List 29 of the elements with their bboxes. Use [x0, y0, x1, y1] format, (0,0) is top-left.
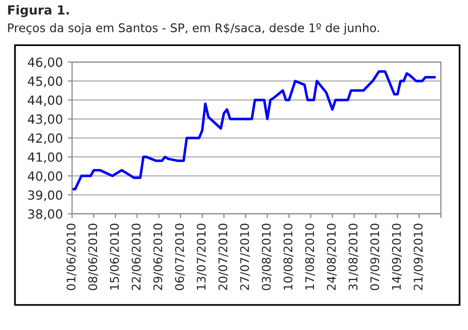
- y-tick-label: 41,00: [28, 152, 62, 164]
- x-tick-label: 21/09/2010: [414, 224, 424, 290]
- y-tick-label: 43,00: [28, 114, 62, 126]
- y-tick-label: 40,00: [28, 171, 62, 182]
- y-tick-label: 38,00: [28, 209, 62, 220]
- x-tick-label: 15/06/2010: [110, 224, 120, 290]
- x-tick-label: 14/09/2010: [392, 224, 402, 290]
- x-tick-label: 27/07/2010: [240, 224, 250, 290]
- x-tick-label: 29/06/2010: [153, 224, 164, 290]
- chart-subtitle: Preços da soja em Santos - SP, em R$/saca, desde 1º de junho.: [8, 23, 379, 35]
- x-tick-label: 24/08/2010: [326, 224, 337, 290]
- x-tick-label: 06/07/2010: [175, 224, 185, 290]
- line-series: [72, 70, 436, 190]
- y-tick-label: 45,00: [28, 76, 62, 88]
- x-tick-label: 08/06/2010: [88, 224, 98, 290]
- x-tick-label: 01/06/2010: [66, 224, 76, 290]
- y-tick-label: 42,00: [28, 133, 62, 144]
- y-tick-label: 44,00: [28, 95, 62, 106]
- x-tick-label: 07/09/2010: [370, 224, 380, 290]
- y-tick-label: 39,00: [28, 190, 62, 202]
- x-tick-label: 13/07/2010: [196, 224, 207, 290]
- y-tick-label: 46,00: [28, 58, 62, 68]
- x-tick-label: 10/08/2010: [284, 224, 294, 290]
- x-tick-label: 22/06/2010: [132, 224, 142, 290]
- x-tick-label: 20/07/2010: [218, 224, 228, 290]
- x-tick-label: 31/08/2010: [348, 224, 358, 290]
- x-tick-label: 03/08/2010: [262, 224, 272, 290]
- x-tick-label: 17/08/2010: [305, 224, 316, 290]
- chart-title: Figura 1.: [8, 4, 69, 18]
